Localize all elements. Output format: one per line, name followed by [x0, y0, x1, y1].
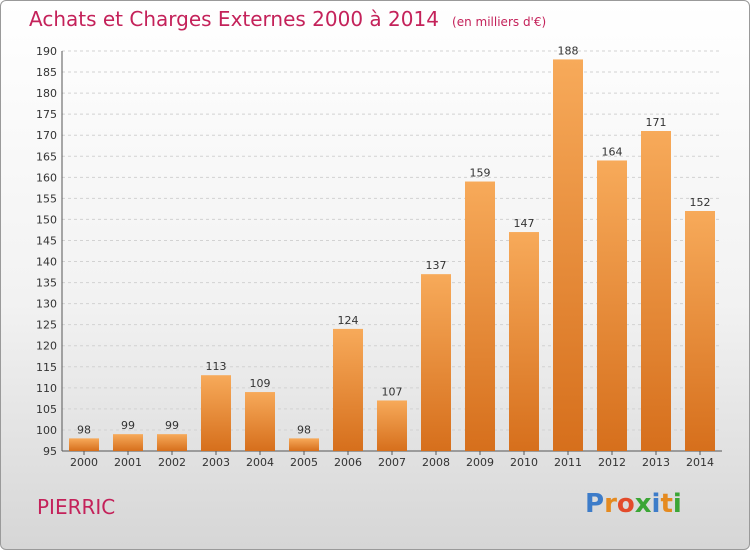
- x-tick-label: 2008: [422, 456, 450, 469]
- x-tick-label: 2000: [70, 456, 98, 469]
- logo-letter: t: [660, 489, 673, 519]
- data-label: 99: [165, 419, 179, 432]
- chart-title: Achats et Charges Externes 2000 à 2014 (…: [29, 7, 546, 31]
- bar: [69, 438, 99, 451]
- x-tick-label: 2011: [554, 456, 582, 469]
- y-tick-label: 170: [36, 129, 57, 142]
- data-label: 98: [297, 423, 311, 436]
- x-tick-label: 2002: [158, 456, 186, 469]
- x-tick-label: 2007: [378, 456, 406, 469]
- y-tick-label: 175: [36, 108, 57, 121]
- logo-letter: r: [604, 489, 617, 519]
- bar: [157, 434, 187, 451]
- x-tick-label: 2010: [510, 456, 538, 469]
- proxiti-logo[interactable]: Proxiti: [585, 489, 682, 519]
- logo-letter: i: [672, 489, 682, 519]
- x-tick-label: 2013: [642, 456, 670, 469]
- data-label: 99: [121, 419, 135, 432]
- bar: [377, 400, 407, 451]
- y-tick-label: 165: [36, 150, 57, 163]
- y-tick-label: 100: [36, 424, 57, 437]
- data-label: 164: [602, 145, 623, 158]
- y-tick-label: 115: [36, 361, 57, 374]
- y-tick-label: 145: [36, 234, 57, 247]
- y-tick-label: 135: [36, 277, 57, 290]
- bar: [333, 328, 363, 451]
- data-label: 188: [558, 44, 579, 57]
- bar: [465, 181, 495, 452]
- x-tick-label: 2006: [334, 456, 362, 469]
- logo-letter: o: [616, 489, 635, 519]
- y-tick-label: 120: [36, 340, 57, 353]
- x-tick-label: 2009: [466, 456, 494, 469]
- x-tick-label: 2001: [114, 456, 142, 469]
- data-label: 107: [382, 385, 403, 398]
- bars: [69, 59, 715, 452]
- data-label: 159: [470, 167, 491, 180]
- y-tick-label: 150: [36, 213, 57, 226]
- chart-unit-text: (en milliers d'€): [452, 15, 547, 29]
- y-tick-label: 105: [36, 403, 57, 416]
- data-label: 109: [250, 377, 271, 390]
- y-tick-label: 185: [36, 66, 57, 79]
- bar: [553, 59, 583, 451]
- bar: [289, 438, 319, 451]
- y-tick-label: 155: [36, 192, 57, 205]
- data-label: 137: [426, 259, 447, 272]
- labels: 95 100 105 110 115 120 125 130 135 140 145 150 155 16…: [36, 44, 714, 469]
- x-tick-label: 2012: [598, 456, 626, 469]
- data-label: 147: [514, 217, 535, 230]
- bar: [509, 232, 539, 451]
- data-label: 113: [206, 360, 227, 373]
- x-tick-label: 2003: [202, 456, 230, 469]
- chart-title-text: Achats et Charges Externes 2000 à 2014: [29, 7, 439, 31]
- logo-letter: x: [634, 489, 652, 519]
- data-label: 171: [646, 116, 667, 129]
- y-tick-label: 180: [36, 87, 57, 100]
- y-tick-label: 140: [36, 256, 57, 269]
- x-tick-label: 2014: [686, 456, 714, 469]
- bar: [113, 434, 143, 451]
- data-label: 124: [338, 314, 359, 327]
- bar: [245, 392, 275, 451]
- bar: [597, 160, 627, 451]
- bar: [421, 274, 451, 451]
- y-tick-label: 95: [43, 445, 57, 458]
- place-name: PIERRIC: [37, 495, 116, 519]
- y-tick-label: 125: [36, 319, 57, 332]
- x-tick-label: 2004: [246, 456, 274, 469]
- logo-letter: i: [651, 489, 661, 519]
- x-tick-label: 2005: [290, 456, 318, 469]
- bar: [641, 131, 671, 451]
- y-tick-label: 110: [36, 382, 57, 395]
- y-tick-label: 130: [36, 298, 57, 311]
- data-label: 152: [690, 196, 711, 209]
- data-label: 98: [77, 423, 91, 436]
- y-tick-label: 160: [36, 171, 57, 184]
- y-tick-label: 190: [36, 45, 57, 58]
- logo-letter: P: [585, 489, 605, 519]
- bar: [201, 375, 231, 451]
- bar: [685, 211, 715, 451]
